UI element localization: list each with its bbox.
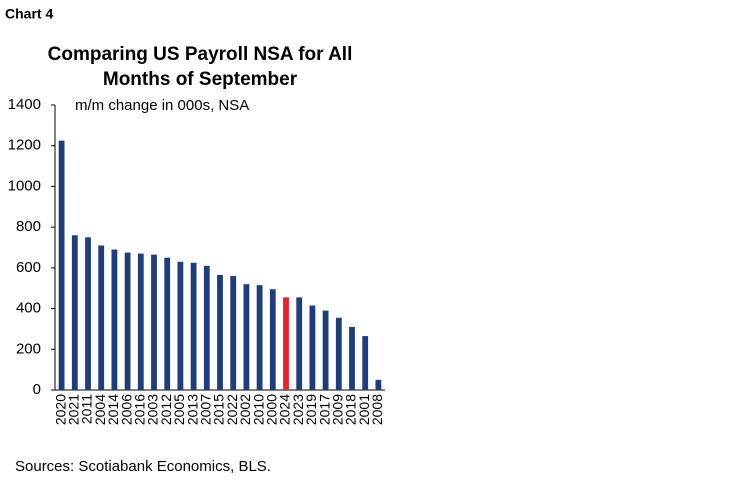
bar: [217, 274, 223, 390]
bar: [177, 261, 184, 390]
bar: [230, 276, 237, 390]
x-tick-label: 2015: [211, 394, 227, 425]
x-tick-label: 2011: [79, 394, 95, 424]
x-tick-label: 2022: [224, 394, 240, 425]
x-tick-label: 2023: [290, 394, 306, 425]
x-tick-label: 2006: [118, 394, 134, 425]
bar: [243, 284, 250, 390]
y-tick-label: 0: [33, 381, 41, 398]
bar: [256, 285, 263, 390]
bar: [85, 237, 91, 390]
chart-title: Months of September: [103, 69, 298, 90]
bar: [124, 252, 131, 390]
bar: [362, 336, 369, 390]
bar: [151, 254, 157, 390]
chart-title: Comparing US Payroll NSA for All: [48, 44, 353, 65]
y-tick-label: 600: [16, 259, 41, 276]
chart-label: Chart 4: [5, 6, 53, 22]
bar: [111, 249, 118, 390]
x-tick-label: 2013: [184, 394, 200, 425]
bar: [269, 289, 276, 390]
x-tick-label: 2003: [145, 394, 161, 425]
y-tick-label: 1200: [8, 137, 41, 154]
x-tick-label: 2017: [316, 394, 332, 425]
x-tick-label: 2018: [343, 394, 359, 425]
y-tick-label: 800: [16, 218, 41, 235]
bar: [137, 253, 144, 390]
axis-label: m/m change in 000s, NSA: [75, 97, 249, 114]
bar: [375, 379, 382, 390]
bar: [98, 245, 105, 390]
x-tick-label: 2002: [237, 394, 253, 425]
bar: [309, 305, 316, 390]
bar: [296, 297, 303, 390]
x-tick-label: 2008: [369, 394, 385, 425]
bar: [58, 140, 65, 390]
y-tick-label: 1400: [8, 96, 41, 113]
x-tick-label: 2009: [330, 394, 346, 425]
x-tick-label: 2010: [250, 394, 266, 425]
x-tick-label: 2000: [264, 394, 280, 425]
bar: [164, 257, 171, 390]
x-tick-label: 2007: [198, 394, 214, 425]
x-tick-label: 2019: [303, 394, 319, 425]
x-tick-label: 2021: [66, 394, 82, 425]
x-tick-label: 2001: [356, 394, 372, 425]
x-tick-label: 2012: [158, 394, 174, 425]
bar: [349, 326, 355, 390]
bar: [322, 310, 329, 390]
bar: [190, 262, 197, 390]
bar: [203, 265, 210, 390]
x-tick-label: 2016: [132, 394, 148, 425]
x-tick-label: 2005: [171, 394, 187, 425]
source: Sources: Scotiabank Economics, BLS.: [15, 458, 271, 475]
x-tick-label: 2014: [105, 394, 121, 425]
bar: [283, 297, 289, 390]
y-tick-label: 200: [16, 340, 41, 357]
bar: [335, 317, 342, 390]
bar: [71, 235, 78, 390]
x-tick-label: 2024: [277, 394, 293, 425]
x-tick-label: 2020: [52, 394, 68, 425]
x-tick-label: 2004: [92, 394, 108, 425]
y-tick-label: 1000: [8, 177, 41, 194]
y-tick-label: 400: [16, 300, 41, 317]
